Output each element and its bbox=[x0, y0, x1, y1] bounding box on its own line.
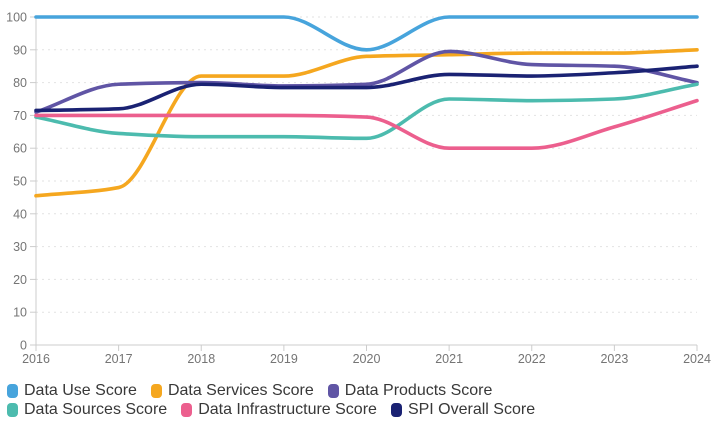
series-line-data-use-score bbox=[34, 15, 699, 52]
axes: 0 10 20 30 40 50 60 70 80 90 100 2016 2017 2018 2019 20… bbox=[6, 11, 711, 367]
legend-label-data-services-score: Data Services Score bbox=[167, 382, 314, 399]
legend-marker-data-use-score bbox=[7, 383, 18, 398]
legend-label-spi-overall-score: SPI Overall Score bbox=[407, 401, 536, 418]
gridlines bbox=[36, 16, 697, 313]
x-tick-label: 2020 bbox=[353, 352, 381, 366]
y-tick-label: 90 bbox=[13, 43, 27, 57]
y-tick-label: 70 bbox=[13, 109, 27, 123]
y-tick-label: 0 bbox=[20, 339, 27, 353]
x-tick-label: 2016 bbox=[22, 352, 50, 366]
legend-marker-data-products-score bbox=[327, 383, 339, 398]
legend-item-data-products-score[interactable]: Data Products Score bbox=[327, 381, 493, 400]
series-line-data-sources-score bbox=[34, 82, 699, 141]
series-lines bbox=[34, 15, 699, 198]
y-tick-label: 40 bbox=[13, 207, 27, 221]
legend-label-data-sources-score: Data Sources Score bbox=[24, 401, 168, 418]
y-tick-label: 100 bbox=[6, 11, 27, 25]
legend-item-data-sources-score[interactable]: Data Sources Score bbox=[7, 400, 167, 419]
y-tick-label: 60 bbox=[13, 142, 27, 156]
series-line-data-services-score bbox=[34, 48, 699, 198]
legend-marker-spi-overall-score bbox=[390, 402, 402, 417]
legend-marker-data-services-score bbox=[150, 383, 162, 398]
legend-item-data-use-score[interactable]: Data Use Score bbox=[7, 381, 137, 400]
legend-marker-data-infrastructure-score bbox=[181, 402, 193, 417]
x-tick-label: 2023 bbox=[600, 352, 628, 366]
y-tick-label: 30 bbox=[13, 240, 27, 254]
y-tick-label: 80 bbox=[13, 76, 27, 90]
legend-item-data-infrastructure-score[interactable]: Data Infrastructure Score bbox=[181, 400, 377, 419]
legend-label-data-infrastructure-score: Data Infrastructure Score bbox=[198, 401, 377, 418]
legend-label-data-products-score: Data Products Score bbox=[344, 382, 493, 399]
x-tick-label: 2017 bbox=[105, 352, 133, 366]
legend-label-data-use-score: Data Use Score bbox=[24, 382, 137, 399]
x-tick-label: 2018 bbox=[187, 352, 215, 366]
series-line-spi-overall-score bbox=[34, 64, 699, 113]
x-tick-label: 2021 bbox=[435, 352, 463, 366]
y-tick-label: 50 bbox=[13, 175, 27, 189]
legend-item-spi-overall-score[interactable]: SPI Overall Score bbox=[390, 400, 536, 419]
x-tick-label: 2024 bbox=[683, 352, 711, 366]
series-line-data-infrastructure-score bbox=[34, 98, 699, 151]
line-chart: 0 10 20 30 40 50 60 70 80 90 100 2016 2017 2018 2019 20… bbox=[6, 11, 711, 367]
x-tick-label: 2019 bbox=[270, 352, 298, 366]
y-tick-label: 10 bbox=[13, 306, 27, 320]
y-tick-label: 20 bbox=[13, 273, 27, 287]
x-tick-label: 2022 bbox=[518, 352, 546, 366]
legend-marker-data-sources-score bbox=[7, 402, 18, 417]
legend-item-data-services-score[interactable]: Data Services Score bbox=[150, 381, 314, 400]
series-line-data-products-score bbox=[34, 49, 699, 114]
chart-legend: Data Use Score Data Services Score Data Pr… bbox=[7, 381, 659, 419]
